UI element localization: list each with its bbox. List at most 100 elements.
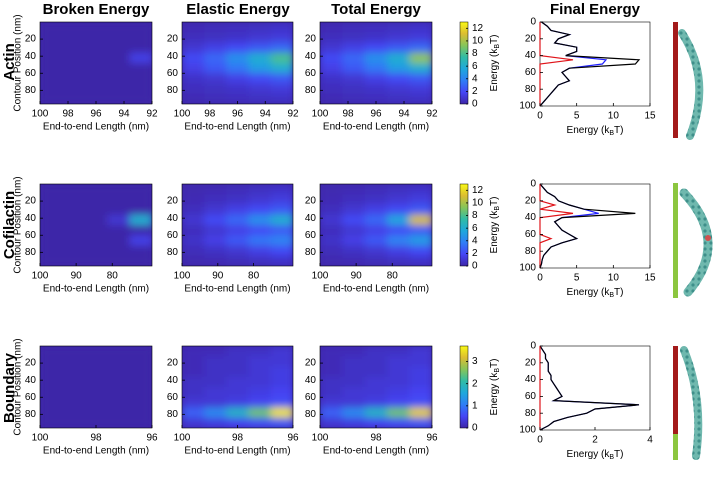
y-tick-label: 40 bbox=[525, 50, 537, 61]
heatmap-cell bbox=[84, 83, 108, 95]
heatmap-cell bbox=[226, 204, 250, 216]
axis-label: Energy (kBT) bbox=[567, 287, 624, 300]
heatmap-cell bbox=[84, 194, 108, 205]
x-tick-label: 100 bbox=[312, 433, 329, 444]
heatmap-cell bbox=[62, 63, 86, 74]
heatmap-cell bbox=[270, 397, 293, 408]
axis-label-part: Energy (k bbox=[489, 210, 500, 254]
heatmap-cell bbox=[409, 255, 432, 266]
x-tick-label: 100 bbox=[32, 433, 49, 444]
heatmap-cell bbox=[226, 52, 250, 64]
heatmap-cell bbox=[270, 93, 293, 104]
heatmap-cell bbox=[342, 83, 366, 95]
y-tick-label: 80 bbox=[525, 84, 537, 95]
x-tick-label: 100 bbox=[312, 109, 329, 120]
row-label: Cofilactin bbox=[1, 191, 18, 259]
heatmap-cell bbox=[40, 417, 63, 428]
heatmap-cell bbox=[342, 42, 366, 54]
axis-label-part: T) bbox=[614, 125, 623, 136]
heatmap-cells bbox=[182, 22, 293, 104]
heatmap-cell bbox=[320, 356, 343, 367]
energy-line bbox=[539, 183, 599, 269]
heatmap-cell bbox=[248, 245, 272, 257]
x-tick-label: 5 bbox=[574, 111, 580, 122]
x-tick-label: 5 bbox=[574, 273, 580, 284]
heatmap-cells bbox=[40, 346, 152, 428]
heatmap-cell bbox=[364, 235, 388, 246]
heatmap-cell bbox=[320, 407, 343, 419]
heatmap-cell bbox=[320, 22, 343, 33]
heatmap-cell bbox=[409, 225, 432, 236]
y-tick-label: 20 bbox=[25, 196, 37, 207]
y-tick-label: 40 bbox=[525, 212, 537, 223]
heatmap-cell bbox=[129, 194, 152, 205]
heatmap-cell bbox=[342, 397, 366, 408]
x-tick-label: 80 bbox=[248, 271, 260, 282]
heatmap-cell bbox=[364, 42, 388, 54]
heatmap-cell bbox=[62, 356, 86, 367]
plot-frame bbox=[181, 183, 294, 267]
heatmap-cell bbox=[226, 225, 250, 236]
heatmap-cell bbox=[226, 214, 250, 226]
x-axis-label: End-to-end Length (nm) bbox=[184, 284, 290, 295]
heatmap-cell bbox=[270, 194, 293, 205]
x-tick-label: 98 bbox=[232, 433, 244, 444]
heatmap-cell bbox=[62, 32, 86, 43]
heatmap-cell bbox=[342, 225, 366, 236]
y-tick-label: 40 bbox=[525, 374, 537, 385]
heatmap-cell bbox=[84, 407, 108, 419]
heatmap-cell bbox=[84, 356, 108, 367]
column-title: Final Energy bbox=[550, 1, 641, 18]
axis-label-part: Energy (k bbox=[489, 48, 500, 92]
heatmap-cell bbox=[107, 225, 131, 236]
x-tick-label: 100 bbox=[174, 433, 191, 444]
heatmap-cell bbox=[62, 346, 86, 357]
y-tick-label: 20 bbox=[25, 358, 37, 369]
energy-line bbox=[539, 22, 574, 106]
heatmap-cell bbox=[129, 214, 152, 226]
plot-frame bbox=[539, 183, 651, 269]
heatmap-cell bbox=[342, 22, 366, 33]
heatmap-cell bbox=[270, 52, 293, 64]
x-tick-label: 94 bbox=[260, 109, 272, 120]
heatmap-cell bbox=[387, 52, 411, 64]
heatmap-cell bbox=[342, 407, 366, 419]
heatmap-cell bbox=[204, 387, 227, 398]
y-tick-label: 80 bbox=[167, 85, 179, 96]
heatmap-cell bbox=[182, 184, 205, 195]
energy-line bbox=[539, 345, 640, 431]
heatmap-cell bbox=[226, 366, 250, 378]
colorbar-tick-label: 2 bbox=[472, 86, 478, 97]
x-tick-label: 4 bbox=[647, 435, 653, 446]
heatmap-cell bbox=[107, 366, 131, 378]
axis-label-part: B bbox=[609, 292, 614, 299]
x-tick-label: 90 bbox=[212, 271, 224, 282]
heatmap-cell bbox=[182, 255, 205, 266]
heatmap-cell bbox=[107, 356, 131, 367]
heatmap-cell bbox=[204, 376, 227, 388]
heatmap-cell bbox=[364, 204, 388, 216]
x-axis-label: End-to-end Length (nm) bbox=[43, 446, 149, 457]
heatmap-cell bbox=[204, 356, 227, 367]
y-tick-label: 60 bbox=[525, 391, 537, 402]
heatmap-cell bbox=[387, 397, 411, 408]
y-tick-label: 60 bbox=[167, 68, 179, 79]
heatmap-cell bbox=[248, 366, 272, 378]
heatmap-cell bbox=[40, 83, 63, 95]
heatmap-cell bbox=[409, 397, 432, 408]
heatmap-cell bbox=[204, 42, 227, 54]
heatmap-cell bbox=[84, 214, 108, 226]
heatmap-cell bbox=[226, 397, 250, 408]
heatmap-cell bbox=[342, 63, 366, 74]
y-tick-label: 20 bbox=[167, 358, 179, 369]
heatmap-cell bbox=[409, 194, 432, 205]
heatmap-cell bbox=[270, 63, 293, 74]
heatmap-cell bbox=[342, 417, 366, 428]
heatmap-cell bbox=[387, 93, 411, 104]
heatmap-cell bbox=[248, 225, 272, 236]
y-tick-label: 40 bbox=[167, 213, 179, 224]
axis-label-part: Energy (k bbox=[567, 287, 611, 298]
heatmap-cell bbox=[40, 397, 63, 408]
energy-line bbox=[539, 21, 608, 107]
